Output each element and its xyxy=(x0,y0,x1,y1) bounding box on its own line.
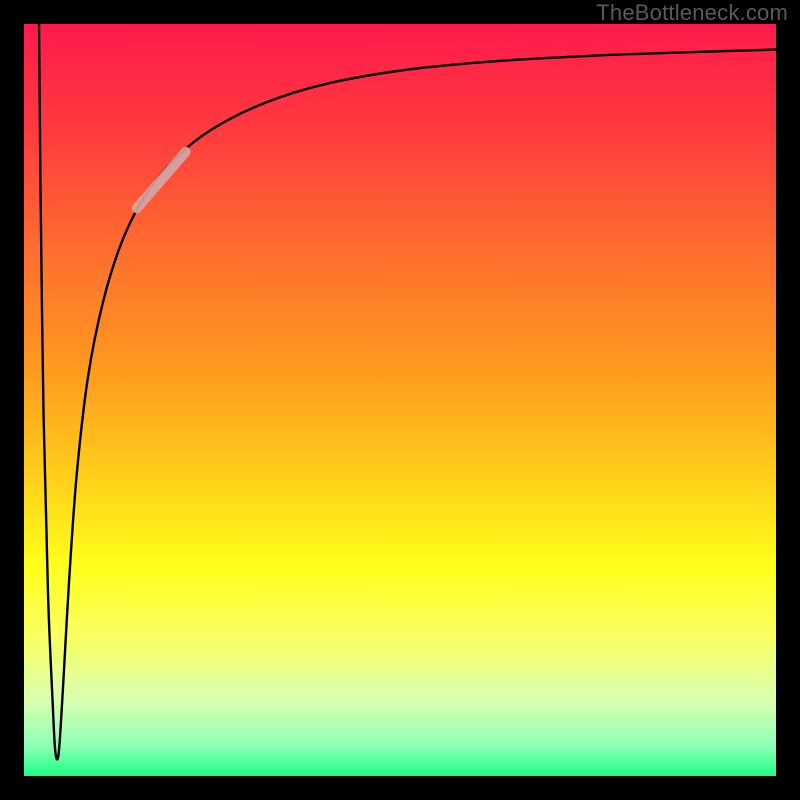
bottleneck-chart xyxy=(0,0,800,800)
chart-background xyxy=(24,24,776,776)
